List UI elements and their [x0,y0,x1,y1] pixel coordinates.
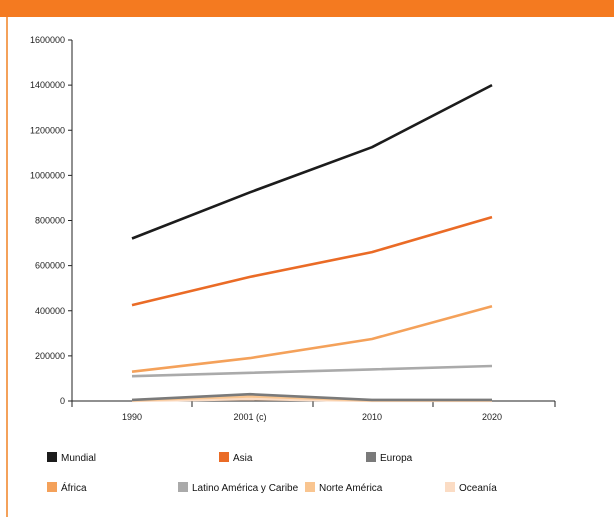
legend-label: Norte América [319,483,383,494]
legend-label: África [61,481,87,494]
legend-swatch [366,452,376,462]
y-tick-label: 0 [60,396,65,406]
legend-label: Asia [233,453,253,464]
y-tick-label: 1000000 [30,170,65,180]
chart-series [131,83,493,403]
y-tick-label: 400000 [35,306,65,316]
y-tick-label: 1400000 [30,80,65,90]
series-line [131,364,493,378]
header-bar [0,0,614,17]
series-line [131,392,492,402]
left-accent-border [6,17,8,517]
legend-label: Latino América y Caribe [192,483,299,494]
x-tick-label: 2010 [362,412,382,422]
x-tick-label: 2001 (c) [233,412,266,422]
chart-legend: Mundial Asia Europa África Latino América y … [47,452,497,494]
series-line [131,215,493,307]
legend-swatch [47,452,57,462]
legend-swatch [305,482,315,492]
series-line [131,83,493,240]
y-tick-label: 1200000 [30,125,65,135]
y-tick-label: 200000 [35,351,65,361]
y-tick-label: 1600000 [30,35,65,45]
legend-label: Europa [380,453,413,464]
legend-swatch [178,482,188,492]
x-tick-label: 1990 [122,412,142,422]
x-tick-label: 2020 [482,412,502,422]
legend-label: Oceanía [459,483,497,494]
legend-swatch [445,482,455,492]
legend-swatch [219,452,229,462]
legend-swatch [47,482,57,492]
legend-label: Mundial [61,453,96,464]
y-tick-label: 800000 [35,216,65,226]
series-line [131,304,493,373]
y-tick-label: 600000 [35,261,65,271]
